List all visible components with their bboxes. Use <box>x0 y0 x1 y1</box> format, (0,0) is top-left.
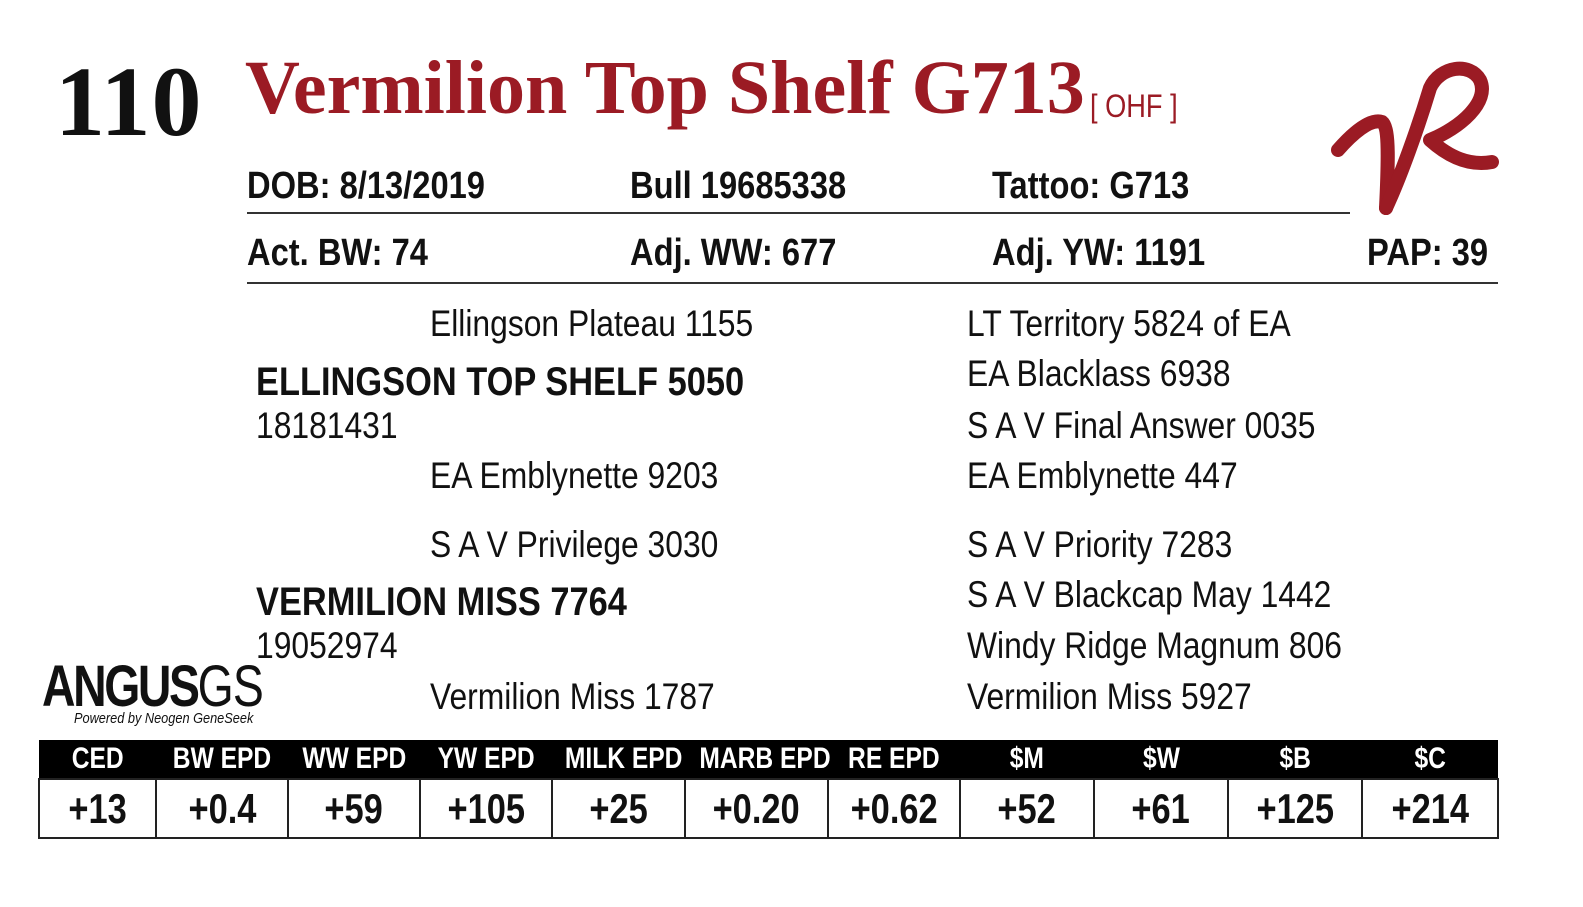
logo-suffix-text: GS <box>197 654 264 719</box>
sire-dam: EA Emblynette 9203 <box>430 455 719 496</box>
vermilion-brand-logo <box>1331 61 1499 215</box>
epd-header-row: CED BW EPD WW EPD YW EPD MILK EPD MARB E… <box>39 740 1498 779</box>
great-grandparent: EA Emblynette 447 <box>967 455 1238 496</box>
great-grandparent: S A V Priority 7283 <box>967 524 1233 565</box>
epd-header: BW EPD <box>156 740 288 779</box>
epd-header: YW EPD <box>420 740 552 779</box>
epd-value: +0.20 <box>684 778 829 839</box>
great-grandparent: LT Territory 5824 of EA <box>967 303 1291 344</box>
dam-sire: S A V Privilege 3030 <box>430 524 719 565</box>
epd-value: +52 <box>959 778 1095 839</box>
sire-name: ELLINGSON TOP SHELF 5050 <box>256 360 745 404</box>
epd-value: +214 <box>1361 778 1499 839</box>
epd-header: RE EPD <box>828 740 960 779</box>
epd-header: MILK EPD <box>552 740 685 779</box>
great-grandparent: S A V Final Answer 0035 <box>967 405 1316 446</box>
epd-value: +0.4 <box>155 778 289 839</box>
epd-header: $W <box>1094 740 1228 779</box>
angus-gs-logo: ANGUSGS Powered by Neogen GeneSeek <box>42 658 318 728</box>
dam-dam: Vermilion Miss 1787 <box>430 676 715 717</box>
tattoo: Tattoo: G713 <box>992 165 1190 207</box>
epd-value: +61 <box>1093 778 1229 839</box>
animal-name: Vermilion Top Shelf G713 <box>245 46 1085 130</box>
great-grandparent: Vermilion Miss 5927 <box>967 676 1252 717</box>
actual-birth-weight: Act. BW: 74 <box>247 232 428 274</box>
epd-value: +0.62 <box>827 778 961 839</box>
epd-header: $C <box>1362 740 1498 779</box>
great-grandparent: Windy Ridge Magnum 806 <box>967 625 1342 666</box>
dob: DOB: 8/13/2019 <box>247 165 485 207</box>
adjusted-weaning-weight: Adj. WW: 677 <box>630 232 837 274</box>
adjusted-yearling-weight: Adj. YW: 1191 <box>992 232 1206 274</box>
epd-header: WW EPD <box>288 740 420 779</box>
pap: PAP: 39 <box>1367 232 1489 274</box>
epd-table: CED BW EPD WW EPD YW EPD MILK EPD MARB E… <box>38 740 1499 839</box>
divider <box>247 212 1350 214</box>
sire-sire: Ellingson Plateau 1155 <box>430 303 754 344</box>
great-grandparent: EA Blacklass 6938 <box>967 353 1231 394</box>
animal-tag: [ OHF ] <box>1090 88 1178 124</box>
dam-registration: 19052974 <box>256 625 398 666</box>
epd-header: MARB EPD <box>685 740 831 779</box>
epd-value: +25 <box>551 778 686 839</box>
dam-name: VERMILION MISS 7764 <box>256 580 627 624</box>
registration-number: Bull 19685338 <box>630 165 847 207</box>
lot-number: 110 <box>55 46 203 157</box>
logo-main-text: ANGUS <box>42 654 200 719</box>
epd-value: +125 <box>1227 778 1363 839</box>
great-grandparent: S A V Blackcap May 1442 <box>967 574 1332 615</box>
epd-header: $M <box>960 740 1094 779</box>
epd-value: +105 <box>419 778 553 839</box>
logo-subtitle: Powered by Neogen GeneSeek <box>74 710 254 727</box>
epd-value-row: +13 +0.4 +59 +105 +25 +0.20 +0.62 +52 +6… <box>38 778 1499 839</box>
sire-registration: 18181431 <box>256 405 398 446</box>
epd-header: CED <box>39 740 156 779</box>
epd-header: $B <box>1228 740 1362 779</box>
epd-value: +59 <box>287 778 421 839</box>
divider <box>247 282 1498 284</box>
epd-value: +13 <box>38 778 157 839</box>
